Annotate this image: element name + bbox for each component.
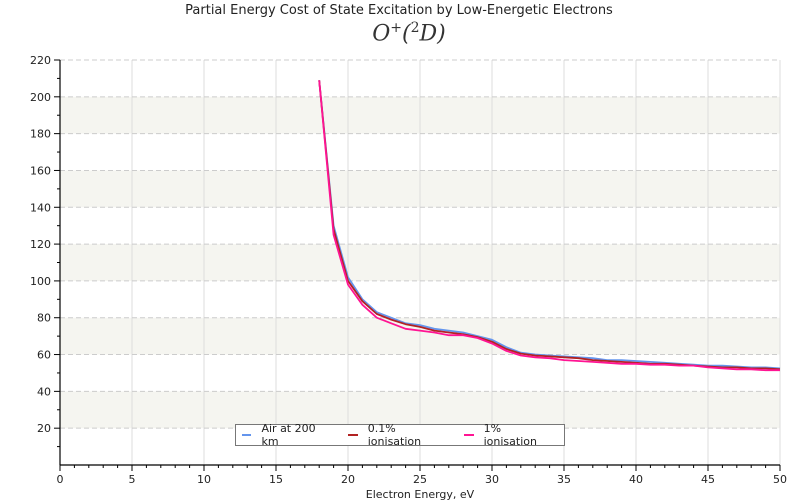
x-tick-label: 50 <box>773 473 787 486</box>
x-tick-label: 15 <box>269 473 283 486</box>
y-tick-label: 200 <box>30 91 51 104</box>
y-tick-label: 80 <box>37 312 51 325</box>
legend-swatch <box>464 434 474 436</box>
x-tick-label: 45 <box>701 473 715 486</box>
x-tick-label: 10 <box>197 473 211 486</box>
x-tick-label: 20 <box>341 473 355 486</box>
x-tick-label: 0 <box>57 473 64 486</box>
chart-title: Partial Energy Cost of State Excitation … <box>185 3 613 18</box>
y-tick-label: 220 <box>30 54 51 67</box>
legend-item: 0.1% ionisation <box>348 422 448 448</box>
x-tick-label: 25 <box>413 473 427 486</box>
legend-item: 1% ionisation <box>464 422 554 448</box>
y-tick-label: 100 <box>30 275 51 288</box>
y-tick-label: 20 <box>37 422 51 435</box>
legend-label: Air at 200 km <box>261 422 316 448</box>
chart-subtitle: O+(2D) <box>372 20 446 47</box>
x-tick-label: 40 <box>629 473 643 486</box>
legend-swatch <box>242 434 252 436</box>
tick-labels: 20 40 60 80 100 120 140 160 180 200 220 0 5 10 15 20 25 3… <box>30 54 787 486</box>
legend-item: Air at 200 km <box>242 422 332 448</box>
legend: Air at 200 km 0.1% ionisation 1% ionisatio… <box>235 422 565 448</box>
axes <box>54 59 781 471</box>
series-line-2 <box>318 80 780 372</box>
legend-label: 1% ionisation <box>483 422 537 448</box>
y-tick-label: 180 <box>30 128 51 141</box>
x-tick-label: 35 <box>557 473 571 486</box>
x-tick-label: 30 <box>485 473 499 486</box>
y-tick-label: 120 <box>30 238 51 251</box>
x-axis-label: Electron Energy, eV <box>366 488 475 500</box>
y-tick-label: 140 <box>30 201 51 214</box>
y-tick-label: 40 <box>37 385 51 398</box>
legend-label: 0.1% ionisation <box>367 422 422 448</box>
x-tick-label: 5 <box>129 473 136 486</box>
legend-swatch <box>348 434 358 436</box>
y-tick-label: 160 <box>30 164 51 177</box>
y-tick-label: 60 <box>37 349 51 362</box>
grid-lines <box>60 59 781 465</box>
series-lines <box>318 80 781 372</box>
